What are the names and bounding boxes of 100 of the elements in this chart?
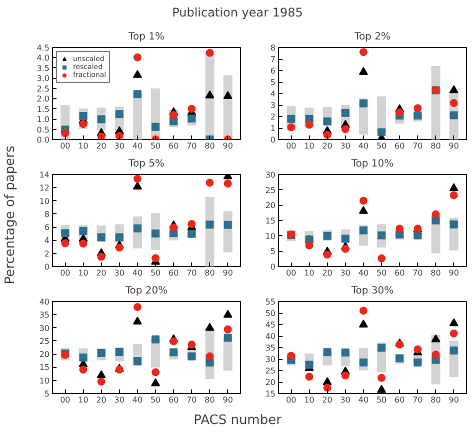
x-tick-label: 10	[304, 396, 314, 404]
x-tick-label: 30	[340, 268, 350, 278]
y-tick-label: 25	[39, 336, 50, 346]
x-tick-label: 80	[430, 268, 441, 278]
x-tick-label: 70	[186, 396, 197, 404]
y-tick-label: 0	[270, 262, 276, 272]
x-tick-label: 00	[286, 268, 296, 278]
y-tick-label: 25	[265, 186, 276, 195]
x-tick-label: 80	[204, 396, 215, 404]
x-tick-label: 40	[358, 142, 369, 150]
x-tick-label: 20	[96, 268, 106, 278]
x-tick-label: 00	[60, 142, 70, 150]
y-tick-label: 20	[265, 201, 276, 210]
x-tick-label: 10	[304, 142, 314, 150]
y-tick-label: 30	[265, 170, 276, 180]
y-tick-label: 45	[265, 320, 276, 330]
y-tick-label: 8	[44, 210, 50, 219]
y-tick-label: 3.5	[36, 64, 50, 73]
y-tick-label: 4	[44, 236, 50, 246]
y-tick-label: 5	[44, 390, 50, 398]
y-tick-label: 1.0	[36, 115, 50, 124]
x-tick-label: 80	[204, 142, 215, 150]
x-tick-label: 40	[358, 396, 369, 404]
x-tick-label: 30	[340, 396, 350, 404]
x-tick-label: 10	[304, 268, 314, 278]
y-tick-label: 7	[270, 55, 276, 64]
y-tick-label: 50	[265, 309, 276, 318]
text: Publication year 1985	[172, 6, 303, 20]
x-tick-label: 70	[186, 268, 197, 278]
y-tick-label: 15	[265, 390, 276, 398]
text: PACS number	[194, 413, 282, 428]
y-tick-label: 12	[39, 184, 50, 193]
y-tick-label: 4	[270, 90, 276, 98]
x-tick-label: 80	[204, 268, 215, 278]
y-tick-label: 5	[270, 78, 276, 87]
y-tick-label: 0.0	[36, 136, 50, 144]
y-tick-label: 2.0	[36, 94, 50, 104]
x-tick-label: 20	[322, 268, 332, 278]
x-tick-label: 20	[322, 142, 332, 150]
y-tick-label: 2	[44, 249, 50, 258]
x-tick-label: 10	[78, 268, 88, 278]
x-tick-label: 30	[114, 268, 124, 278]
x-tick-label: 20	[96, 142, 106, 150]
x-tick-label: 40	[132, 268, 143, 278]
text: Percentage of papers	[3, 146, 18, 284]
x-tick-label: 00	[286, 142, 296, 150]
y-tick-label: 20	[265, 378, 276, 387]
y-tick-label: 30	[39, 324, 50, 333]
y-tick-label: 55	[265, 298, 276, 306]
chart-title: Top 10%	[350, 158, 394, 170]
y-tick-label: 8	[270, 44, 276, 52]
y-tick-label: 40	[39, 298, 50, 306]
x-tick-label: 60	[394, 142, 405, 150]
y-tick-label: 2	[270, 112, 276, 122]
x-tick-label: 80	[430, 396, 441, 404]
y-tick-label: 35	[265, 344, 276, 352]
x-tick-label: 10	[78, 142, 88, 150]
x-tick-label: 40	[132, 396, 143, 404]
x-tick-label: 00	[60, 268, 70, 278]
y-tick-label: 35	[39, 310, 50, 320]
x-tick-label: 50	[376, 268, 387, 278]
y-tick-label: 40	[265, 332, 276, 341]
y-tick-label: 1	[270, 124, 276, 133]
x-tick-label: 10	[78, 396, 88, 404]
x-tick-label: 70	[412, 142, 423, 150]
x-tick-label: 50	[150, 396, 161, 404]
x-tick-label: 70	[412, 268, 423, 278]
y-tick-label: 4.5	[36, 44, 50, 52]
y-tick-label: 25	[265, 366, 276, 376]
y-tick-label: 6	[270, 66, 276, 76]
x-tick-label: 50	[150, 268, 161, 278]
chart-title: Top 1%	[128, 32, 164, 42]
chart-title: Top 2%	[354, 32, 390, 42]
x-tick-label: 60	[168, 142, 179, 150]
x-tick-label: 40	[358, 268, 369, 278]
x-tick-label: 30	[114, 396, 124, 404]
x-tick-label: 90	[448, 396, 459, 404]
y-tick-label: 20	[39, 350, 50, 360]
x-tick-label: 70	[186, 142, 197, 150]
y-tick-label: 10	[39, 196, 50, 206]
x-tick-label: 20	[322, 396, 332, 404]
x-tick-label: 60	[168, 268, 179, 278]
x-tick-label: 60	[394, 268, 405, 278]
y-tick-label: 3	[270, 101, 276, 110]
y-tick-label: 10	[265, 232, 276, 241]
chart-title: Top 30%	[350, 286, 394, 296]
x-tick-label: 30	[340, 142, 350, 150]
x-tick-label: 00	[286, 396, 296, 404]
y-tick-label: 0	[270, 136, 276, 144]
chart-title: Top 20%	[124, 286, 168, 296]
x-tick-label: 20	[96, 396, 106, 404]
x-tick-label: 90	[222, 268, 233, 278]
x-tick-label: 90	[448, 142, 459, 150]
y-tick-label: 0.5	[36, 125, 50, 134]
x-tick-label: 50	[150, 142, 161, 150]
x-tick-label: 90	[222, 396, 233, 404]
y-tick-label: 30	[265, 355, 276, 364]
x-tick-label: 90	[222, 142, 233, 150]
y-tick-label: 2.5	[36, 84, 50, 94]
y-tick-label: 1.5	[36, 104, 50, 114]
